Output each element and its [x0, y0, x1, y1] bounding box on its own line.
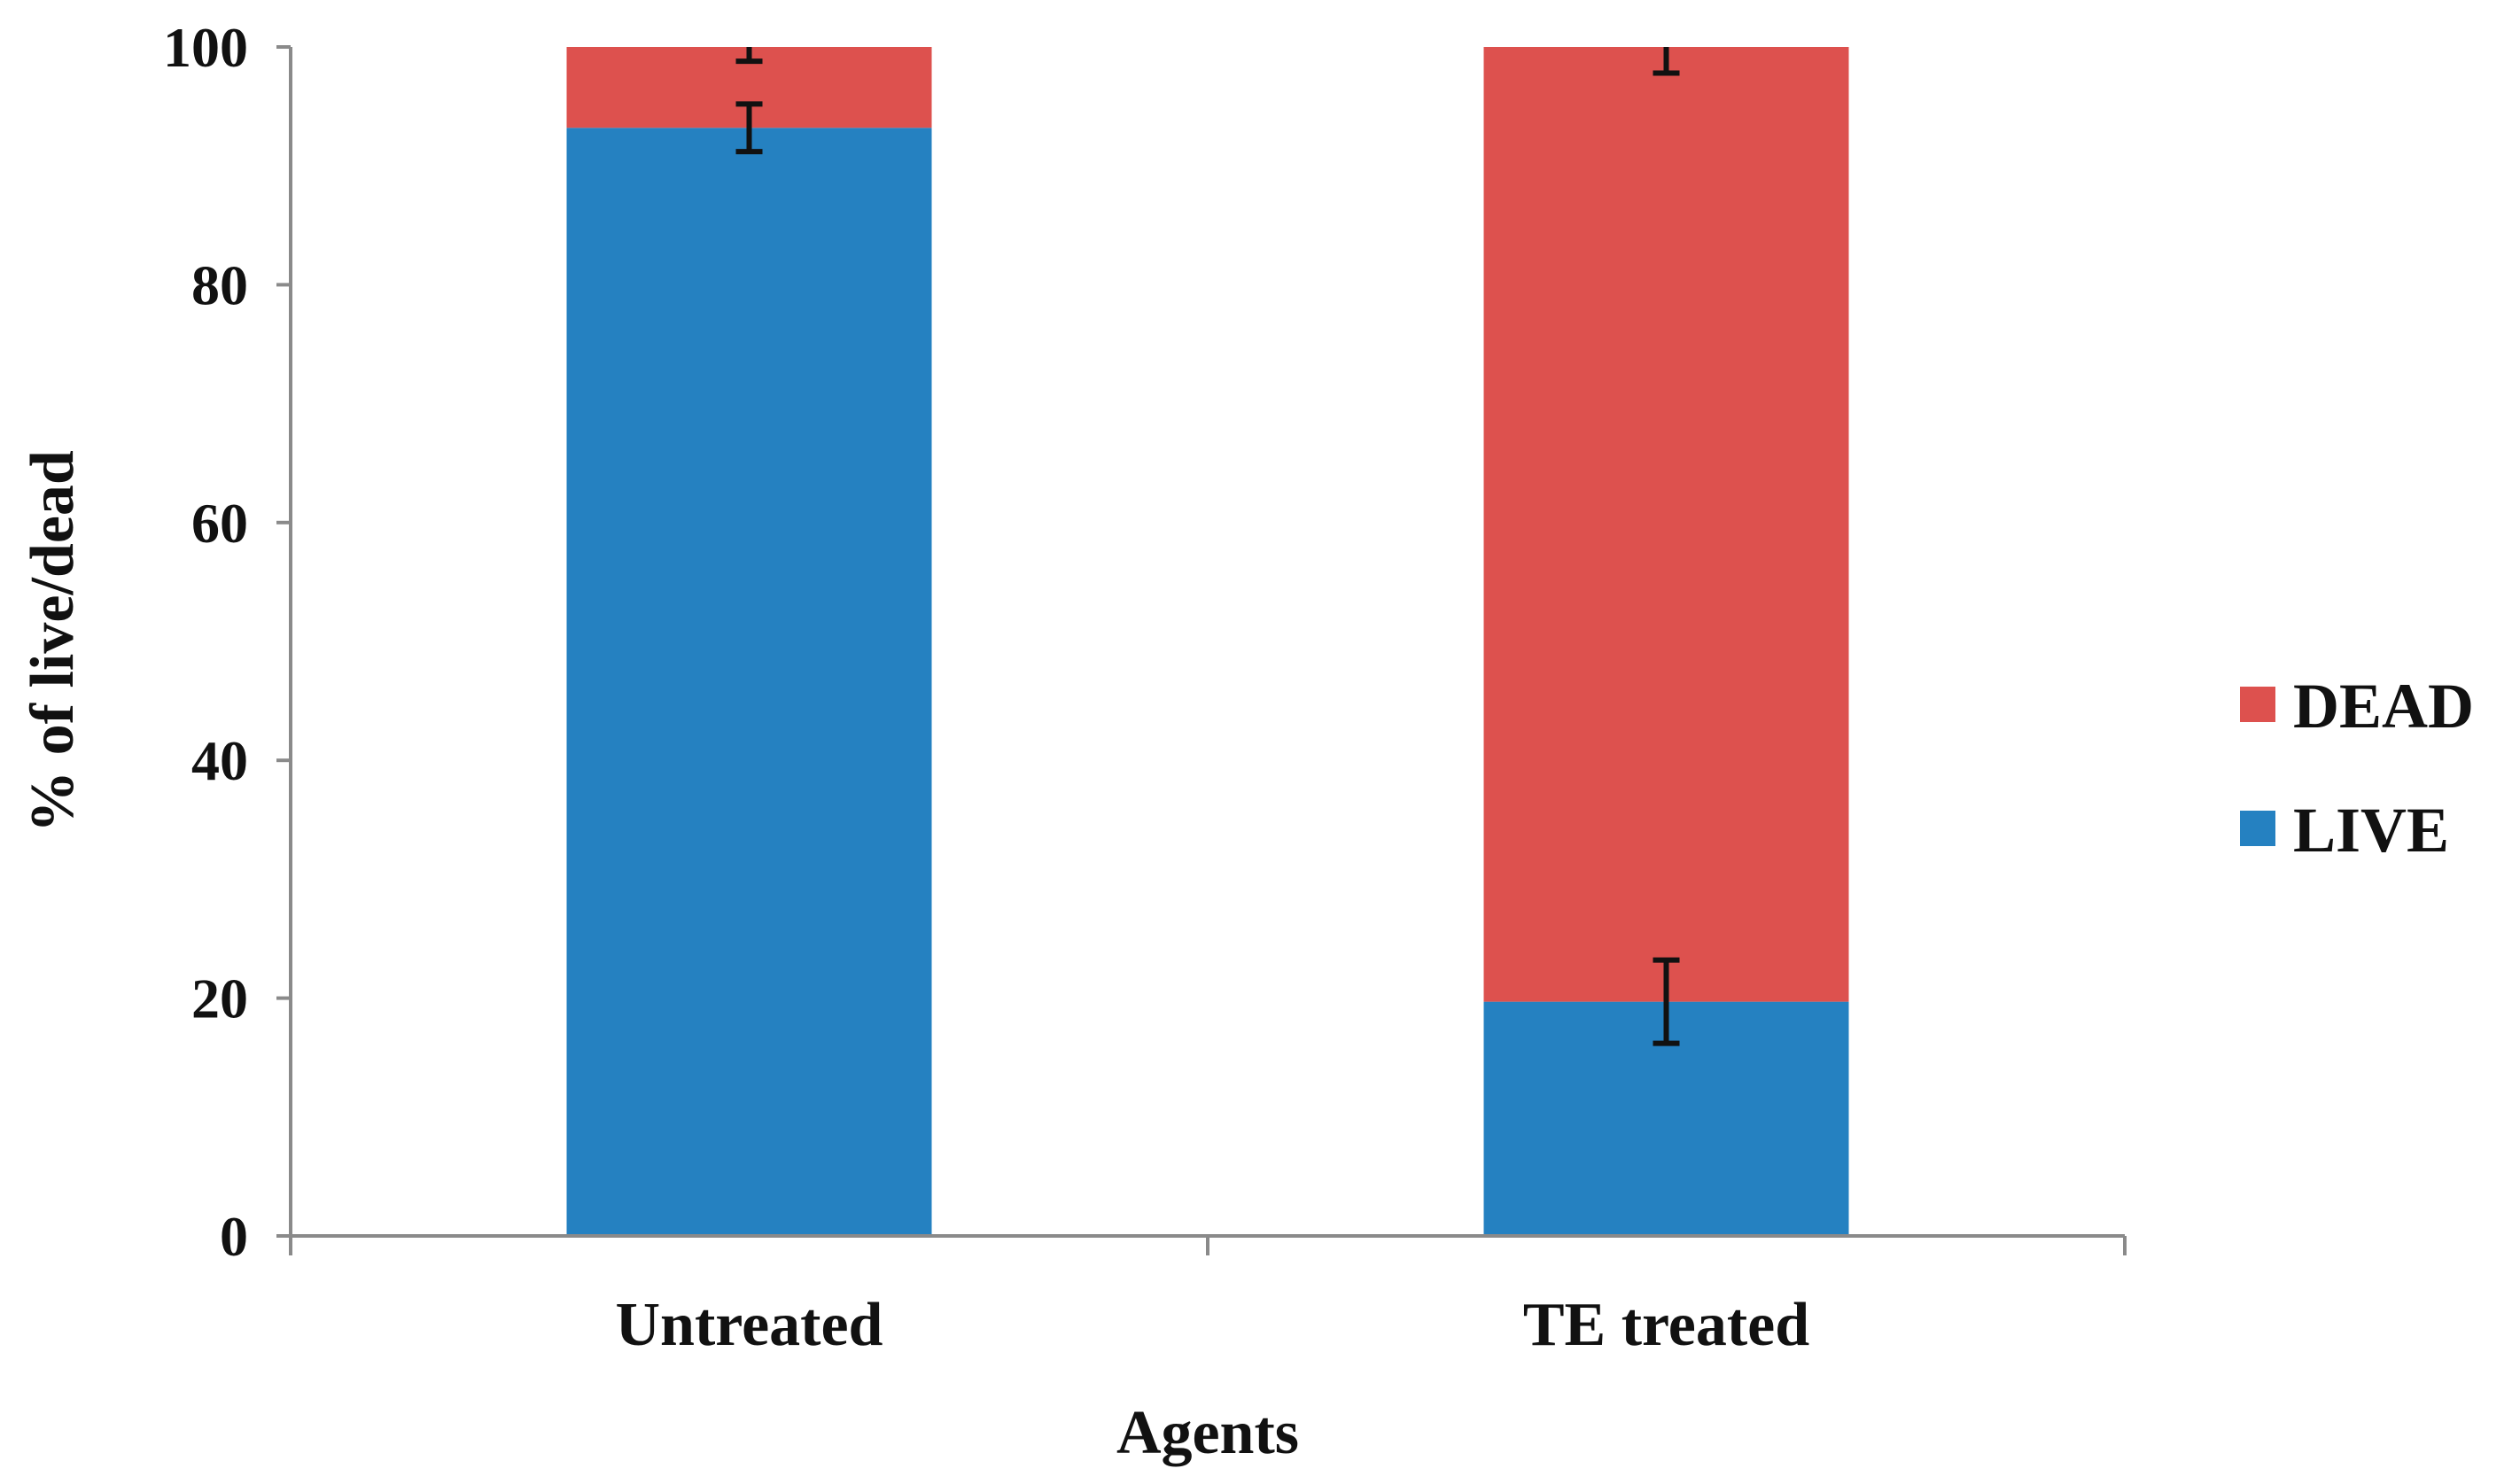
bar-untreated-live — [566, 128, 932, 1237]
error-bar-untreated-live — [735, 101, 763, 155]
legend-swatch-dead — [2240, 687, 2275, 722]
legend-item-live: LIVE — [2240, 795, 2449, 866]
error-bar-te-treated-dead — [1653, 47, 1680, 76]
x-ticks-layer — [289, 1236, 2127, 1255]
y-tick-label: 0 — [220, 1205, 248, 1268]
y-tick-label: 60 — [191, 492, 248, 555]
x-labels-layer: Untreated TE treated — [616, 1291, 1810, 1359]
legend: DEAD LIVE — [2240, 671, 2474, 866]
y-tick-label: 20 — [191, 967, 248, 1030]
x-category-label-untreated: Untreated — [616, 1291, 883, 1359]
legend-label-live: LIVE — [2293, 795, 2449, 866]
legend-item-dead: DEAD — [2240, 671, 2474, 742]
bars-layer — [566, 47, 1849, 1237]
error-bars-layer — [735, 47, 1680, 1046]
x-category-label-te-treated: TE treated — [1523, 1291, 1809, 1359]
x-axis-title: Agents — [1116, 1399, 1299, 1467]
legend-swatch-live — [2240, 811, 2275, 846]
legend-label-dead: DEAD — [2293, 671, 2474, 742]
y-axis-title: % of live/dead — [19, 450, 87, 833]
bar-te-treated-dead — [1483, 47, 1849, 1002]
y-ticks-layer: 0 20 40 60 80 100 — [163, 16, 291, 1268]
y-tick-label: 100 — [163, 16, 248, 79]
error-bar-te-treated-live — [1653, 957, 1680, 1046]
y-tick-label: 80 — [191, 253, 248, 316]
error-bar-untreated-dead — [735, 47, 763, 65]
y-tick-label: 40 — [191, 729, 248, 792]
axes-layer — [289, 47, 2125, 1238]
